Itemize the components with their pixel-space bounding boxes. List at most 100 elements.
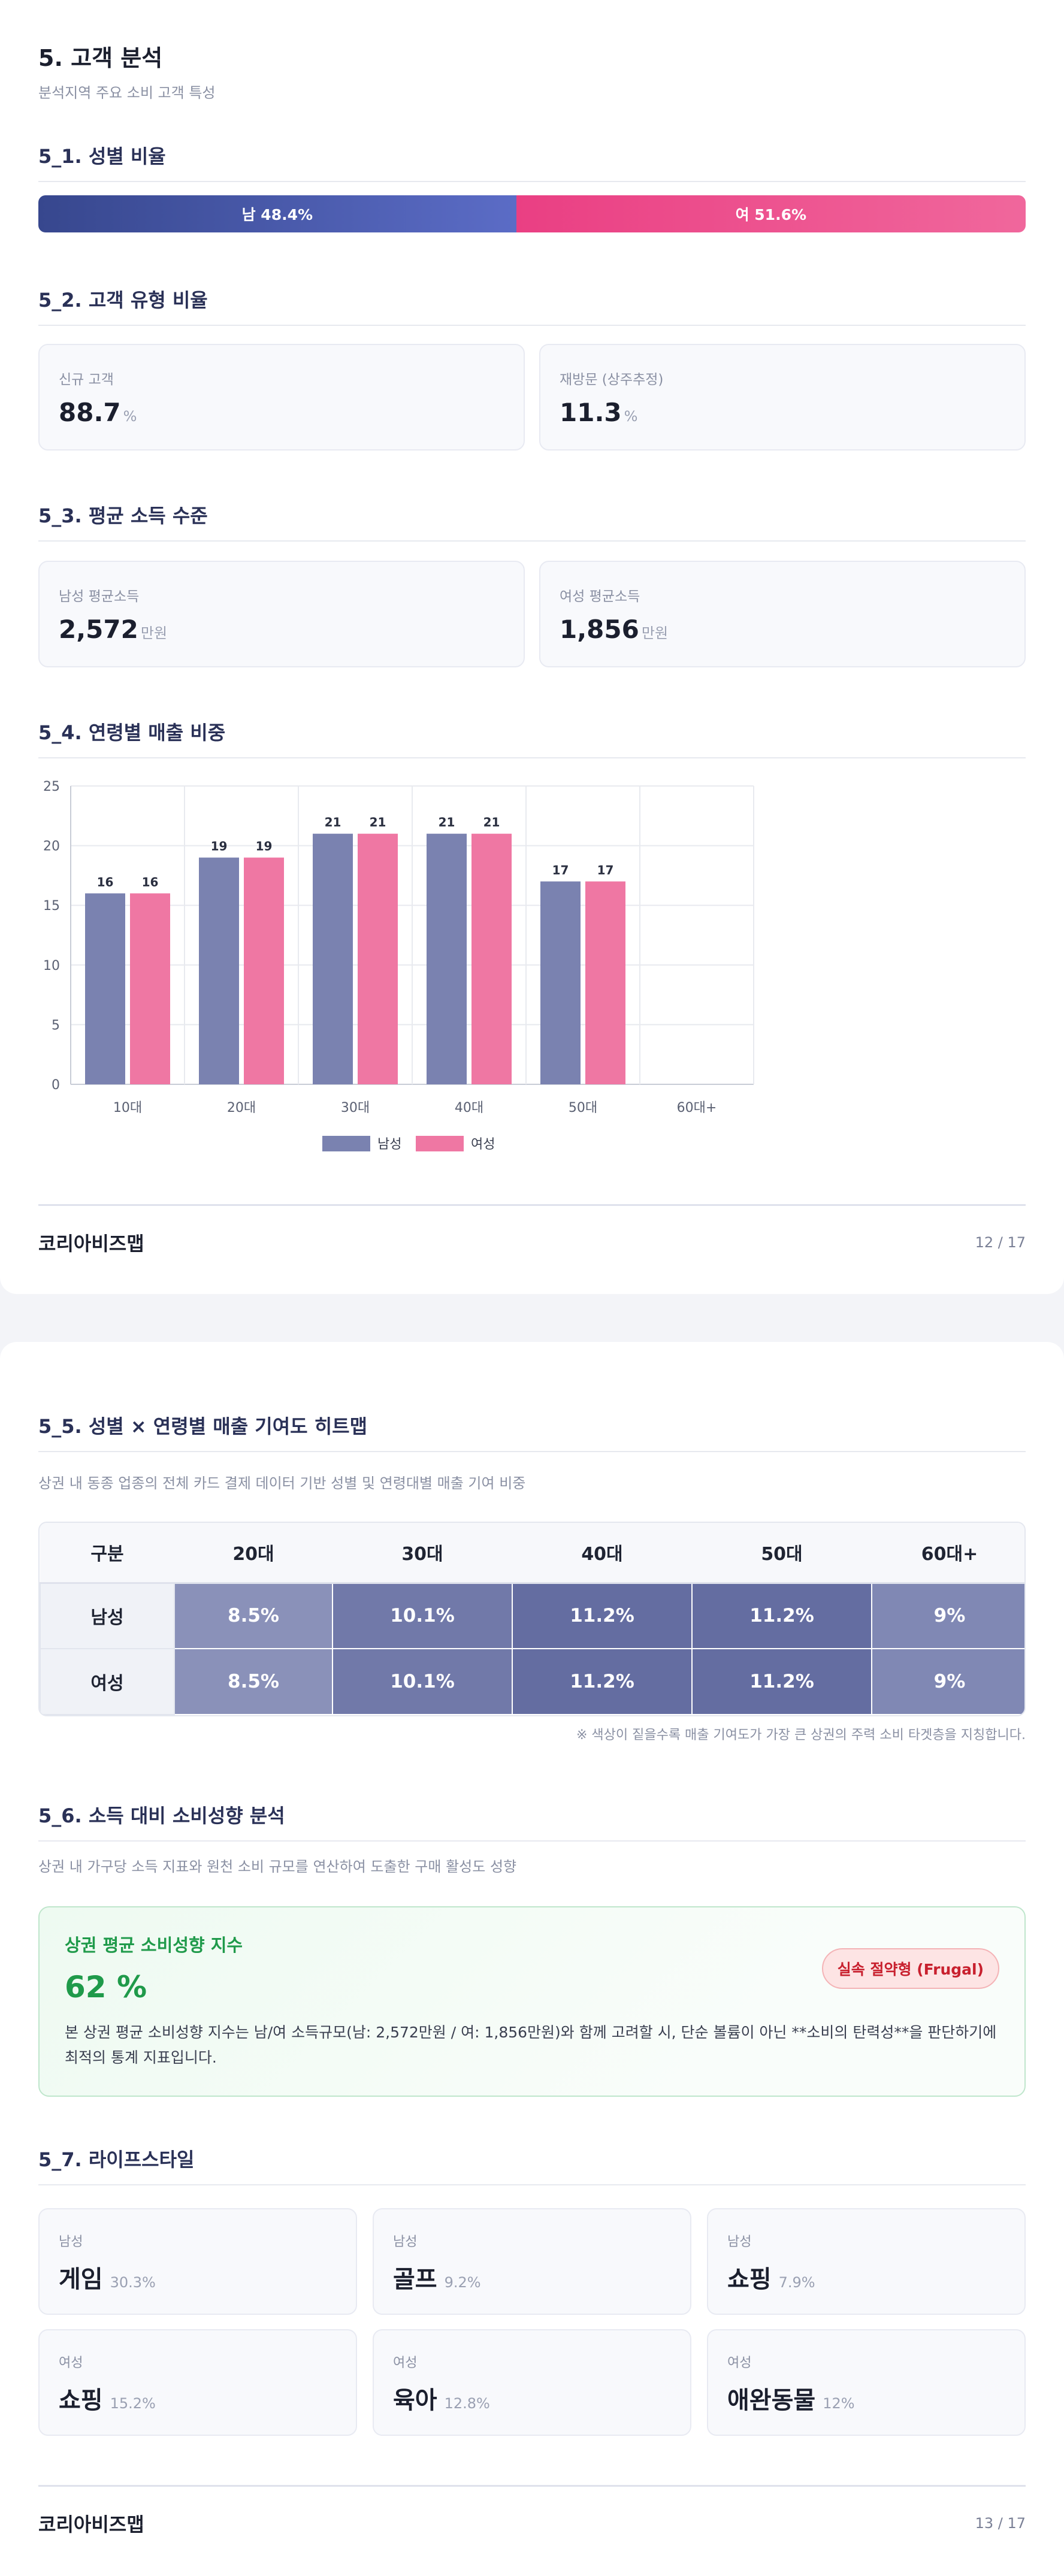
lifestyle-gender: 여성 — [393, 2356, 418, 2371]
chart-bar — [313, 833, 353, 1084]
heatmap-row-male: 남성 8.5% 10.1% 11.2% 11.2% 9% — [40, 1582, 1024, 1649]
customer-type-heading: 5_2. 고객 유형 비율 — [38, 285, 1026, 326]
stat-card-new-customer: 신규 고객 88.7% — [38, 344, 525, 451]
chart-legend-label: 남성 — [377, 1137, 401, 1152]
stat-card-value: 88.7 — [59, 398, 121, 427]
lifestyle-section: 5_7. 라이프스타일 — [38, 2145, 1026, 2185]
chart-y-tick-label: 25 — [43, 779, 60, 794]
chart-y-tick-label: 0 — [52, 1078, 60, 1093]
heatmap-cell: 8.5% — [174, 1582, 333, 1649]
chart-data-label: 21 — [483, 815, 500, 830]
footer-page-number: 13 / 17 — [975, 2515, 1026, 2532]
female-ratio-segment: 여 51.6% — [516, 195, 1026, 232]
stat-card-unit: 만원 — [641, 625, 669, 642]
lifestyle-name: 골프 — [393, 2266, 437, 2293]
chart-x-tick-label: 40대 — [455, 1100, 483, 1115]
lifestyle-card: 여성 육아 12.8% — [373, 2329, 691, 2436]
chart-legend-swatch — [322, 1136, 370, 1151]
spending-index-text: 본 상권 평균 소비성향 지수는 남/여 소득규모(남: 2,572만원 / 여… — [65, 2024, 997, 2066]
stat-card-unit: % — [624, 408, 638, 425]
heatmap-table: 구분 20대 30대 40대 50대 60대+ 남성 8.5% 10.1% 11… — [38, 1522, 1026, 1716]
chart-y-tick-label: 10 — [43, 959, 60, 973]
chart-bar — [85, 893, 125, 1084]
heatmap-col-header: 50대 — [692, 1523, 872, 1584]
chart-legend-label: 여성 — [471, 1137, 495, 1152]
lifestyle-card: 남성 골프 9.2% — [373, 2208, 691, 2315]
gender-ratio-heading: 5_1. 성별 비율 — [38, 141, 1026, 182]
lifestyle-name: 게임 — [59, 2266, 103, 2293]
lifestyle-pct: 12.8% — [444, 2395, 490, 2412]
heatmap-cell: 9% — [871, 1582, 1024, 1649]
heatmap-col-header: 30대 — [332, 1523, 512, 1584]
heatmap-row-female: 여성 8.5% 10.1% 11.2% 11.2% 9% — [40, 1648, 1024, 1715]
stat-card-label: 신규 고객 — [59, 372, 114, 388]
spending-description: 상권 내 가구당 소득 지표와 원천 소비 규모를 연산하여 도출한 구매 활성… — [38, 1858, 517, 1875]
lifestyle-name: 쇼핑 — [727, 2266, 772, 2293]
heatmap-col-header: 40대 — [512, 1523, 692, 1584]
lifestyle-pct: 7.9% — [778, 2274, 815, 2291]
customer-type-section: 5_2. 고객 유형 비율 — [38, 285, 1026, 326]
heatmap-row-label: 여성 — [40, 1648, 175, 1715]
chart-y-tick-label: 20 — [43, 839, 60, 854]
chart-y-tick-label: 5 — [52, 1018, 60, 1033]
heatmap-note: ※ 색상이 짙을수록 매출 기여도가 가장 큰 상권의 주력 소비 타겟층을 지… — [576, 1728, 1026, 1743]
lifestyle-card: 남성 쇼핑 7.9% — [707, 2208, 1026, 2315]
lifestyle-pct: 30.3% — [110, 2274, 156, 2291]
spending-index-box: 상권 평균 소비성향 지수 62 % 실속 절약형 (Frugal) 본 상권 … — [38, 1906, 1026, 2097]
chart-x-tick-label: 60대+ — [677, 1100, 717, 1115]
heatmap-heading: 5_5. 성별 × 연령별 매출 기여도 히트맵 — [38, 1411, 1026, 1452]
stat-card-returning-customer: 재방문 (상주추정) 11.3% — [539, 344, 1026, 451]
income-cards: 남성 평균소득 2,572 만원 여성 평균소득 1,856 만원 — [38, 561, 1026, 667]
gender-ratio-bar: 남 48.4% 여 51.6% — [38, 195, 1026, 232]
chart-y-tick-label: 15 — [43, 899, 60, 914]
page-footer: 코리아비즈맵 12 / 17 — [38, 1204, 1026, 1256]
section-subtitle: 분석지역 주요 소비 고객 특성 — [38, 84, 216, 101]
lifestyle-heading: 5_7. 라이프스타일 — [38, 2145, 1026, 2185]
chart-bar — [471, 833, 512, 1084]
stat-card-value: 1,856 — [560, 615, 639, 644]
heatmap-cell: 11.2% — [691, 1648, 872, 1715]
chart-data-label: 21 — [370, 815, 386, 830]
heatmap-description: 상권 내 동종 업종의 전체 카드 결제 데이터 기반 성별 및 연령대별 매출… — [38, 1475, 526, 1492]
chart-data-label: 16 — [142, 875, 159, 889]
heatmap-cell: 11.2% — [512, 1648, 693, 1715]
footer-brand: 코리아비즈맵 — [38, 2513, 144, 2536]
spending-heading: 5_6. 소득 대비 소비성향 분석 — [38, 1801, 1026, 1842]
stat-card-value: 11.3 — [560, 398, 622, 427]
chart-data-label: 21 — [325, 815, 341, 830]
stat-card-male-income: 남성 평균소득 2,572 만원 — [38, 561, 525, 667]
lifestyle-gender: 여성 — [727, 2356, 752, 2371]
lifestyle-gender: 남성 — [59, 2235, 83, 2250]
lifestyle-cards: 남성 게임 30.3% 남성 골프 9.2% 남성 쇼핑 7.9% 여성 쇼핑 15.2… — [38, 2208, 1026, 2436]
heatmap-col-header: 구분 — [40, 1523, 174, 1584]
heatmap-cell: 10.1% — [332, 1582, 513, 1649]
stat-card-unit: % — [123, 408, 137, 425]
lifestyle-card: 여성 쇼핑 15.2% — [38, 2329, 357, 2436]
age-sales-heading: 5_4. 연령별 매출 비중 — [38, 718, 1026, 758]
heatmap-cell: 11.2% — [512, 1582, 693, 1649]
chart-bar — [427, 833, 467, 1084]
chart-data-label: 16 — [97, 875, 114, 889]
chart-x-tick-label: 50대 — [569, 1100, 597, 1115]
lifestyle-card: 남성 게임 30.3% — [38, 2208, 357, 2315]
footer-page-number: 12 / 17 — [975, 1234, 1026, 1251]
gender-ratio-section: 5_1. 성별 비율 — [38, 141, 1026, 182]
chart-bar — [358, 833, 398, 1084]
heatmap-cell: 9% — [871, 1648, 1024, 1715]
chart-x-tick-label: 20대 — [227, 1100, 256, 1115]
chart-data-label: 19 — [211, 839, 228, 854]
spending-index-title: 상권 평균 소비성향 지수 — [65, 1935, 243, 1955]
section-header: 5. 고객 분석 분석지역 주요 소비 고객 특성 — [38, 40, 1026, 102]
chart-bar — [540, 881, 581, 1084]
heatmap-cell: 10.1% — [332, 1648, 513, 1715]
spending-type-badge: 실속 절약형 (Frugal) — [821, 1948, 999, 1989]
stat-card-value: 2,572 — [59, 615, 138, 644]
stat-card-label: 여성 평균소득 — [560, 589, 640, 604]
chart-data-label: 19 — [256, 839, 273, 854]
lifestyle-pct: 9.2% — [444, 2274, 481, 2291]
lifestyle-name: 쇼핑 — [59, 2387, 103, 2414]
report-page-13: 5_5. 성별 × 연령별 매출 기여도 히트맵 상권 내 동종 업종의 전체 … — [0, 1342, 1064, 2576]
male-ratio-segment: 남 48.4% — [38, 195, 516, 232]
spending-section: 5_6. 소득 대비 소비성향 분석 — [38, 1801, 1026, 1842]
heatmap-row-label: 남성 — [40, 1582, 175, 1649]
